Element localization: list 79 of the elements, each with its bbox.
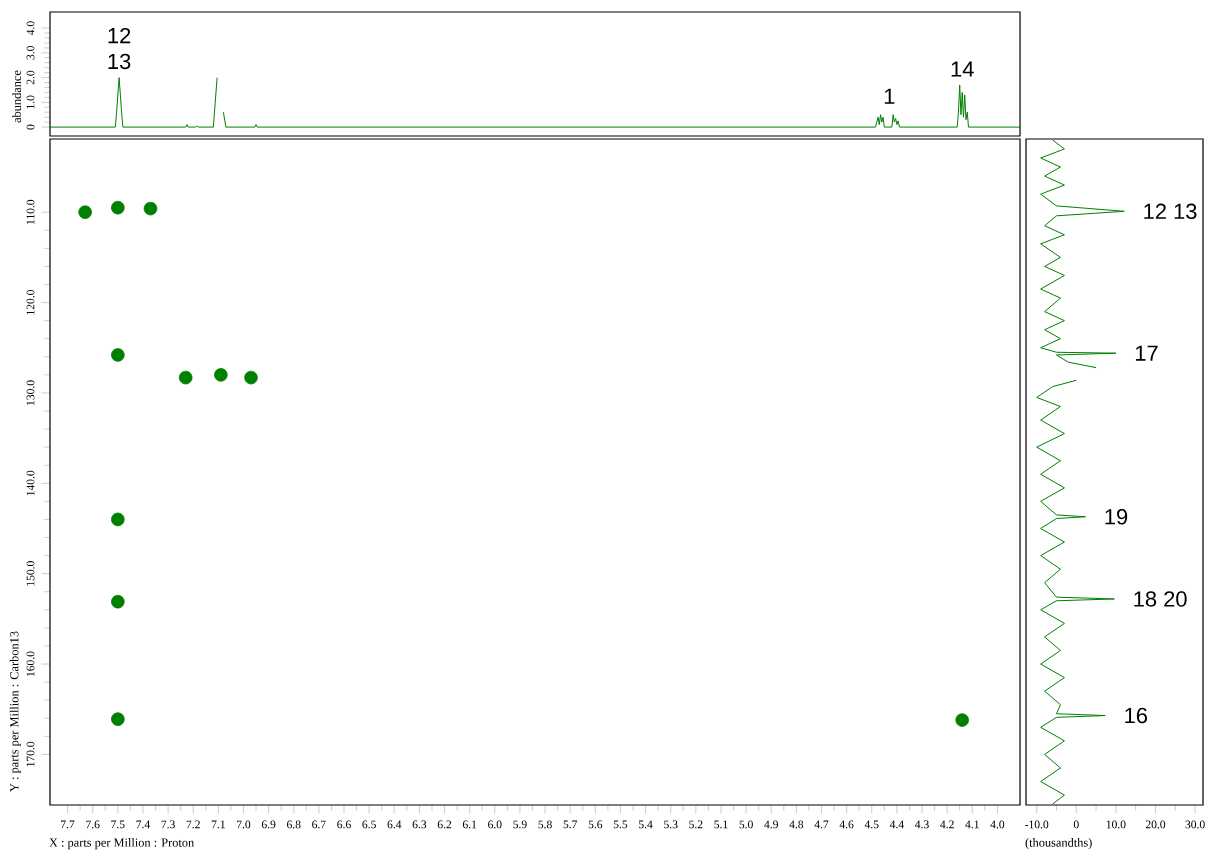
x-tick-label: 30.0	[1185, 820, 1205, 829]
point	[214, 368, 228, 382]
y-tick-label: 120.0	[26, 290, 35, 315]
point	[178, 370, 193, 385]
point	[955, 713, 969, 727]
y-axis-title: Y : parts per Million : Carbon13	[9, 631, 21, 792]
y-tick-label: 170.0	[26, 741, 35, 767]
x-tick-label: 7.1	[211, 820, 225, 829]
annotation: 12 13	[1144, 203, 1197, 220]
x-tick-label: -10.0	[1025, 820, 1049, 829]
annotation: 13	[108, 53, 131, 70]
y-tick-label: 110.0	[26, 199, 35, 224]
annotation: 18 20	[1134, 591, 1187, 607]
x-tick-label: 7.7	[61, 820, 75, 829]
x-tick-label: 5.1	[714, 820, 728, 829]
annotation: 19	[1105, 509, 1128, 525]
x-tick-label: 4.4	[889, 820, 904, 829]
y-tick-label: 3.0	[26, 46, 35, 60]
x-tick-label: 4.5	[864, 820, 879, 829]
x-tick-label: 20.0	[1145, 820, 1166, 829]
x-tick-label: 5.5	[613, 820, 628, 829]
x-tick-label: 6.0	[488, 820, 502, 829]
y-axis-title: abundance	[12, 70, 21, 123]
x-axis-title: X : parts per Million : Proton	[49, 838, 194, 850]
annotation: 17	[1135, 345, 1158, 361]
x-tick-label: 4.6	[839, 820, 854, 829]
x-tick-label: 6.4	[387, 820, 402, 829]
x-tick-label: 4.1	[965, 820, 979, 829]
x-tick-label: 6.2	[437, 820, 452, 829]
x-tick-label: 5.3	[664, 820, 678, 829]
annotation: 12	[108, 27, 131, 44]
point	[78, 205, 92, 219]
point	[111, 348, 125, 362]
x-tick-label: 6.7	[312, 820, 326, 829]
x-tick-label: 7.4	[136, 820, 151, 829]
x-tick-label: 5.0	[739, 820, 753, 829]
x-tick-label: 5.2	[689, 820, 703, 829]
x-tick-label: 4.0	[990, 820, 1005, 829]
y-tick-label: 2.0	[26, 70, 35, 85]
x-tick-label: 10.0	[1106, 820, 1126, 829]
annotation: 1	[884, 88, 895, 104]
x-tick-label: 7.6	[86, 820, 100, 829]
x-tick-label: 7.3	[161, 820, 175, 829]
x-tick-label: 6.3	[412, 820, 427, 829]
annotation: 14	[951, 61, 974, 77]
x-tick-label: 5.7	[563, 820, 578, 829]
x-tick-label: 5.6	[588, 820, 603, 829]
y-tick-label: 1.0	[26, 95, 35, 109]
x-tick-label: 4.9	[764, 820, 778, 829]
point	[111, 512, 125, 527]
point	[143, 201, 158, 216]
point	[111, 712, 125, 726]
x-tick-label: 6.8	[287, 820, 301, 829]
x-tick-label: 0	[1073, 820, 1079, 829]
point	[111, 200, 125, 215]
x-tick-label: 4.8	[789, 820, 804, 829]
x-tick-label: 4.2	[940, 820, 954, 829]
y-tick-label: 130.0	[26, 380, 35, 405]
x-tick-label: 6.6	[337, 820, 351, 829]
x-tick-label: 4.7	[814, 820, 829, 829]
x-tick-label: 5.8	[538, 820, 552, 829]
y-tick-label: 0	[26, 124, 35, 130]
x-tick-label: 4.3	[915, 820, 929, 829]
x-tick-label: 5.4	[639, 820, 653, 829]
x-tick-label: 5.9	[513, 820, 527, 829]
x-tick-label: 7.0	[237, 820, 251, 829]
y-tick-label: 140.0	[26, 470, 35, 496]
x-tick-label: 6.1	[462, 820, 477, 829]
x-axis-title: (thousandths)	[1025, 838, 1092, 850]
annotation: 16	[1125, 707, 1148, 724]
x-tick-label: 6.5	[362, 820, 376, 829]
point	[244, 370, 258, 385]
y-tick-label: 150.0	[26, 561, 35, 586]
x-tick-label: 6.9	[261, 820, 276, 829]
y-tick-label: 4.0	[26, 21, 35, 36]
x-tick-label: 7.2	[186, 820, 200, 829]
y-tick-label: 160.0	[26, 651, 35, 677]
point	[111, 594, 125, 609]
x-tick-label: 7.5	[111, 820, 125, 829]
